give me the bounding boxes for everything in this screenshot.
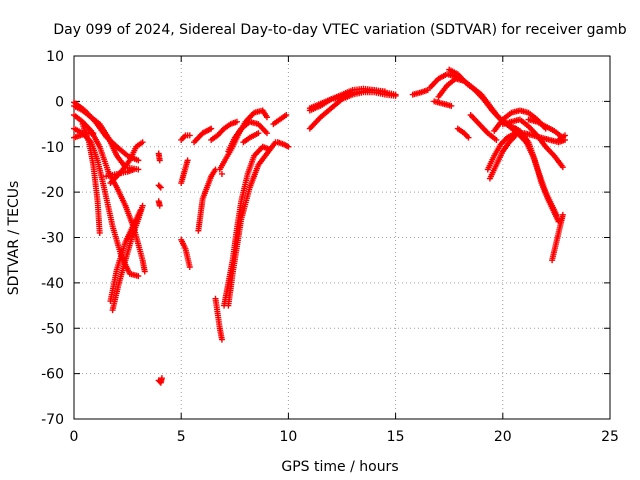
data-point (208, 125, 215, 132)
satellite-track (155, 150, 163, 164)
data-point (156, 157, 163, 164)
satellite-track (155, 375, 165, 386)
satellite-track (486, 132, 519, 182)
data-point (561, 132, 568, 139)
y-tick-label: -20 (41, 185, 64, 201)
satellite-track (225, 118, 270, 155)
satellite-track (549, 211, 566, 264)
x-tick-label: 0 (70, 429, 79, 445)
satellite-track (178, 236, 193, 270)
x-tick-label: 15 (387, 429, 405, 445)
satellite-track (71, 125, 142, 280)
satellite-track (454, 125, 472, 141)
data-point (255, 130, 262, 137)
x-tick-label: 25 (601, 429, 619, 445)
satellite-track (508, 123, 562, 225)
data-point (156, 183, 163, 190)
data-point (135, 157, 142, 164)
satellite-track (212, 295, 225, 343)
y-tick-label: 10 (46, 49, 64, 65)
satellite-track (218, 170, 225, 177)
satellite-track (555, 132, 568, 143)
data-point (157, 184, 164, 191)
y-tick-label: -70 (41, 412, 64, 428)
data-point (283, 111, 290, 118)
y-tick-label: -50 (41, 321, 64, 337)
y-tick-label: -30 (41, 231, 64, 247)
satellite-track (155, 182, 164, 191)
x-tick-label: 10 (279, 429, 297, 445)
data-point (263, 130, 270, 137)
grid-lines (74, 56, 610, 419)
data-point (186, 263, 193, 270)
data-point (158, 375, 165, 382)
data-point (156, 202, 163, 209)
y-tick-label: 0 (55, 94, 64, 110)
data-point (184, 157, 191, 164)
data-point (559, 211, 566, 218)
data-point (90, 130, 97, 137)
data-point (448, 102, 455, 109)
satellite-track (431, 98, 455, 109)
data-point (131, 166, 138, 173)
data-point (186, 132, 193, 139)
y-tick-label: -60 (41, 367, 64, 383)
data-point (233, 118, 240, 125)
data-point (392, 91, 399, 98)
data-point (218, 336, 225, 343)
data-points (71, 66, 568, 386)
data-point (465, 134, 472, 141)
satellite-track (484, 130, 519, 173)
satellite-track (195, 166, 219, 234)
data-point (137, 207, 144, 214)
satellite-track (191, 125, 215, 146)
data-point (135, 273, 142, 280)
satellite-track (525, 116, 566, 141)
satellite-track (178, 132, 193, 143)
x-axis-label: GPS time / hours (281, 459, 398, 475)
satellite-track (79, 121, 103, 236)
chart-title: Day 099 of 2024, Sidereal Day-to-day VTE… (53, 22, 626, 38)
data-point (263, 114, 270, 121)
satellite-track (155, 198, 163, 209)
y-tick-label: -10 (41, 140, 64, 156)
data-point (218, 170, 225, 177)
y-tick-label: -40 (41, 276, 64, 292)
axis-ticks: 0 5 10 15 20 25 10 0 -10 -20 -30 -40 -50 -60 -70 (41, 49, 619, 445)
satellite-track (467, 111, 500, 143)
data-point (381, 88, 388, 95)
data-point (139, 202, 146, 209)
data-point (96, 229, 103, 236)
satellite-track (178, 157, 191, 187)
data-point (559, 164, 566, 171)
satellite-track (306, 87, 388, 112)
satellite-track (240, 130, 262, 146)
data-point (493, 136, 500, 143)
satellite-track (221, 143, 273, 309)
satellite-track (409, 87, 431, 98)
y-axis-label: SDTVAR / TECUs (6, 181, 22, 296)
satellite-track (274, 139, 292, 150)
x-tick-label: 20 (494, 429, 512, 445)
satellite-track (225, 139, 279, 309)
data-point (285, 143, 292, 150)
x-tick-label: 5 (177, 429, 186, 445)
data-point (139, 139, 146, 146)
data-point (141, 268, 148, 275)
satellite-track (107, 207, 144, 305)
satellite-track (208, 118, 240, 143)
satellite-track (270, 111, 290, 128)
satellite-track (107, 139, 146, 187)
